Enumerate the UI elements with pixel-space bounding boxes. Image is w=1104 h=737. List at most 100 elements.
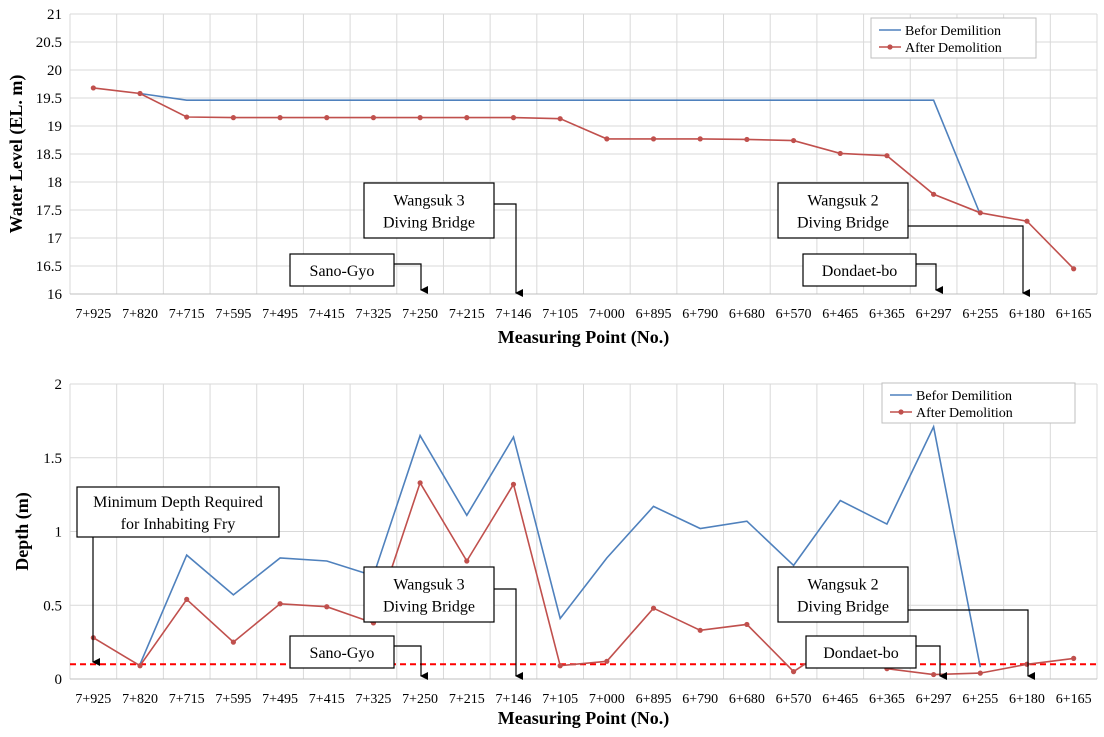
annotation-text: for Inhabiting Fry <box>121 516 236 533</box>
data-point <box>230 639 236 645</box>
x-tick-label: 7+000 <box>589 307 625 322</box>
x-axis-title: Measuring Point (No.) <box>498 327 669 348</box>
data-point <box>557 116 563 122</box>
annotation-text: Diving Bridge <box>797 215 889 232</box>
annotation-arrow <box>916 263 943 294</box>
x-tick-label: 6+570 <box>776 307 812 322</box>
legend-label: Befor Demilition <box>905 24 1001 39</box>
legend-marker <box>887 44 893 50</box>
x-tick-label: 6+365 <box>869 692 905 707</box>
data-point <box>884 153 890 159</box>
annotation-box <box>777 566 909 623</box>
data-point <box>604 136 610 142</box>
data-point <box>277 601 283 607</box>
x-tick-label: 7+495 <box>262 692 298 707</box>
data-point <box>137 90 143 97</box>
data-point <box>650 605 657 611</box>
water-level-chart: 16 16.5 17 17.5 18 18.5 19 19.5 20 20.5 21 7+925 7+8… <box>6 7 1098 348</box>
x-tick-label: 7+146 <box>496 307 532 322</box>
x-tick-label: 6+465 <box>822 692 858 707</box>
x-tick-label: 6+165 <box>1056 307 1092 322</box>
x-tick-label: 7+415 <box>309 307 345 322</box>
data-point <box>1024 661 1030 667</box>
y-axis-title: Water Level (EL. m) <box>6 75 27 234</box>
x-tick-label: 7+820 <box>122 692 158 707</box>
x-tick-label: 6+790 <box>682 307 718 322</box>
annotation: Wangsuk 2 Diving Bridge <box>777 566 1035 680</box>
data-point <box>510 115 517 121</box>
y-tick-label: 21 <box>47 7 62 23</box>
annotation: Sano-Gyo <box>289 253 428 294</box>
y-tick-label: 20.5 <box>36 35 62 51</box>
y-tick-label: 17.5 <box>36 203 62 219</box>
y-tick-label: 20 <box>47 63 62 79</box>
data-point <box>277 115 283 121</box>
data-point <box>1071 266 1077 272</box>
annotation-box <box>289 635 395 669</box>
annotation-arrow <box>494 588 523 680</box>
y-axis-title: Depth (m) <box>12 492 33 571</box>
y-tick-label: 2 <box>55 377 63 393</box>
annotation: Wangsuk 2 Diving Bridge <box>777 182 1030 297</box>
data-point <box>790 669 797 675</box>
data-point <box>1071 655 1077 661</box>
series-line <box>92 480 1074 676</box>
x-tick-label: 6+255 <box>962 692 998 707</box>
data-point <box>184 596 190 602</box>
series-after <box>90 480 1077 678</box>
y-tick-label: 0 <box>55 672 63 688</box>
y-tick-label: 18 <box>47 175 62 191</box>
y-tick-label: 1.5 <box>43 451 62 467</box>
data-point <box>417 480 423 486</box>
annotation-arrow <box>394 645 428 680</box>
x-tick-label: 6+297 <box>916 692 952 707</box>
annotation-text: Wangsuk 3 <box>393 193 464 210</box>
annotation-text: Diving Bridge <box>383 599 475 616</box>
x-tick-label: 6+895 <box>636 692 672 707</box>
x-tick-label: 7+250 <box>402 692 438 707</box>
y-tick-label: 16 <box>47 287 63 303</box>
data-point <box>370 115 377 121</box>
data-point <box>557 663 563 669</box>
data-point <box>184 114 190 120</box>
x-tick-label: 7+495 <box>262 307 298 322</box>
data-point <box>744 136 750 143</box>
annotation: Sano-Gyo <box>289 635 428 680</box>
series-line <box>139 92 982 215</box>
x-tick-label: 7+715 <box>169 307 205 322</box>
annotation-text: Wangsuk 3 <box>393 577 464 594</box>
depth-chart: 0 0.5 1 1.5 2 7+925 7+820 7+715 7+595 7+495 7+415 7… <box>12 377 1098 729</box>
x-tick-label: 6+680 <box>729 307 765 322</box>
x-tick-label: 7+215 <box>449 692 485 707</box>
annotation-text: Minimum Depth Required <box>93 494 263 511</box>
x-axis-title: Measuring Point (No.) <box>498 708 669 729</box>
annotation-box <box>802 253 917 287</box>
annotation-text: Wangsuk 2 <box>807 577 878 594</box>
x-tick-label: 6+297 <box>916 307 952 322</box>
data-point <box>464 558 470 564</box>
series-before <box>139 92 982 215</box>
grid <box>69 13 1098 295</box>
data-point <box>324 115 330 121</box>
annotation: Wangsuk 3 Diving Bridge <box>363 566 523 680</box>
x-tick-label: 7+325 <box>355 692 391 707</box>
legend-box <box>881 382 1076 424</box>
data-point <box>977 670 983 676</box>
annotation: Wangsuk 3 Diving Bridge <box>363 182 523 297</box>
annotation-text: Wangsuk 2 <box>807 193 878 210</box>
series-before <box>139 424 982 668</box>
y-tick-label: 18.5 <box>36 147 62 163</box>
x-tick-label: 7+000 <box>589 692 625 707</box>
y-tick-label: 19.5 <box>36 91 62 107</box>
data-point <box>977 210 983 216</box>
y-tick-label: 17 <box>47 231 63 247</box>
x-tick-label: 6+180 <box>1009 307 1045 322</box>
annotation: Minimum Depth Required for Inhabiting Fry <box>76 486 280 666</box>
annotation-arrow <box>908 225 1030 297</box>
x-tick-label: 7+595 <box>215 692 251 707</box>
x-tick-label: 6+790 <box>682 692 718 707</box>
x-tick-label: 7+415 <box>309 692 345 707</box>
x-tick-label: 6+895 <box>636 307 672 322</box>
x-tick-label: 6+180 <box>1009 692 1045 707</box>
x-tick-label: 7+595 <box>215 307 251 322</box>
